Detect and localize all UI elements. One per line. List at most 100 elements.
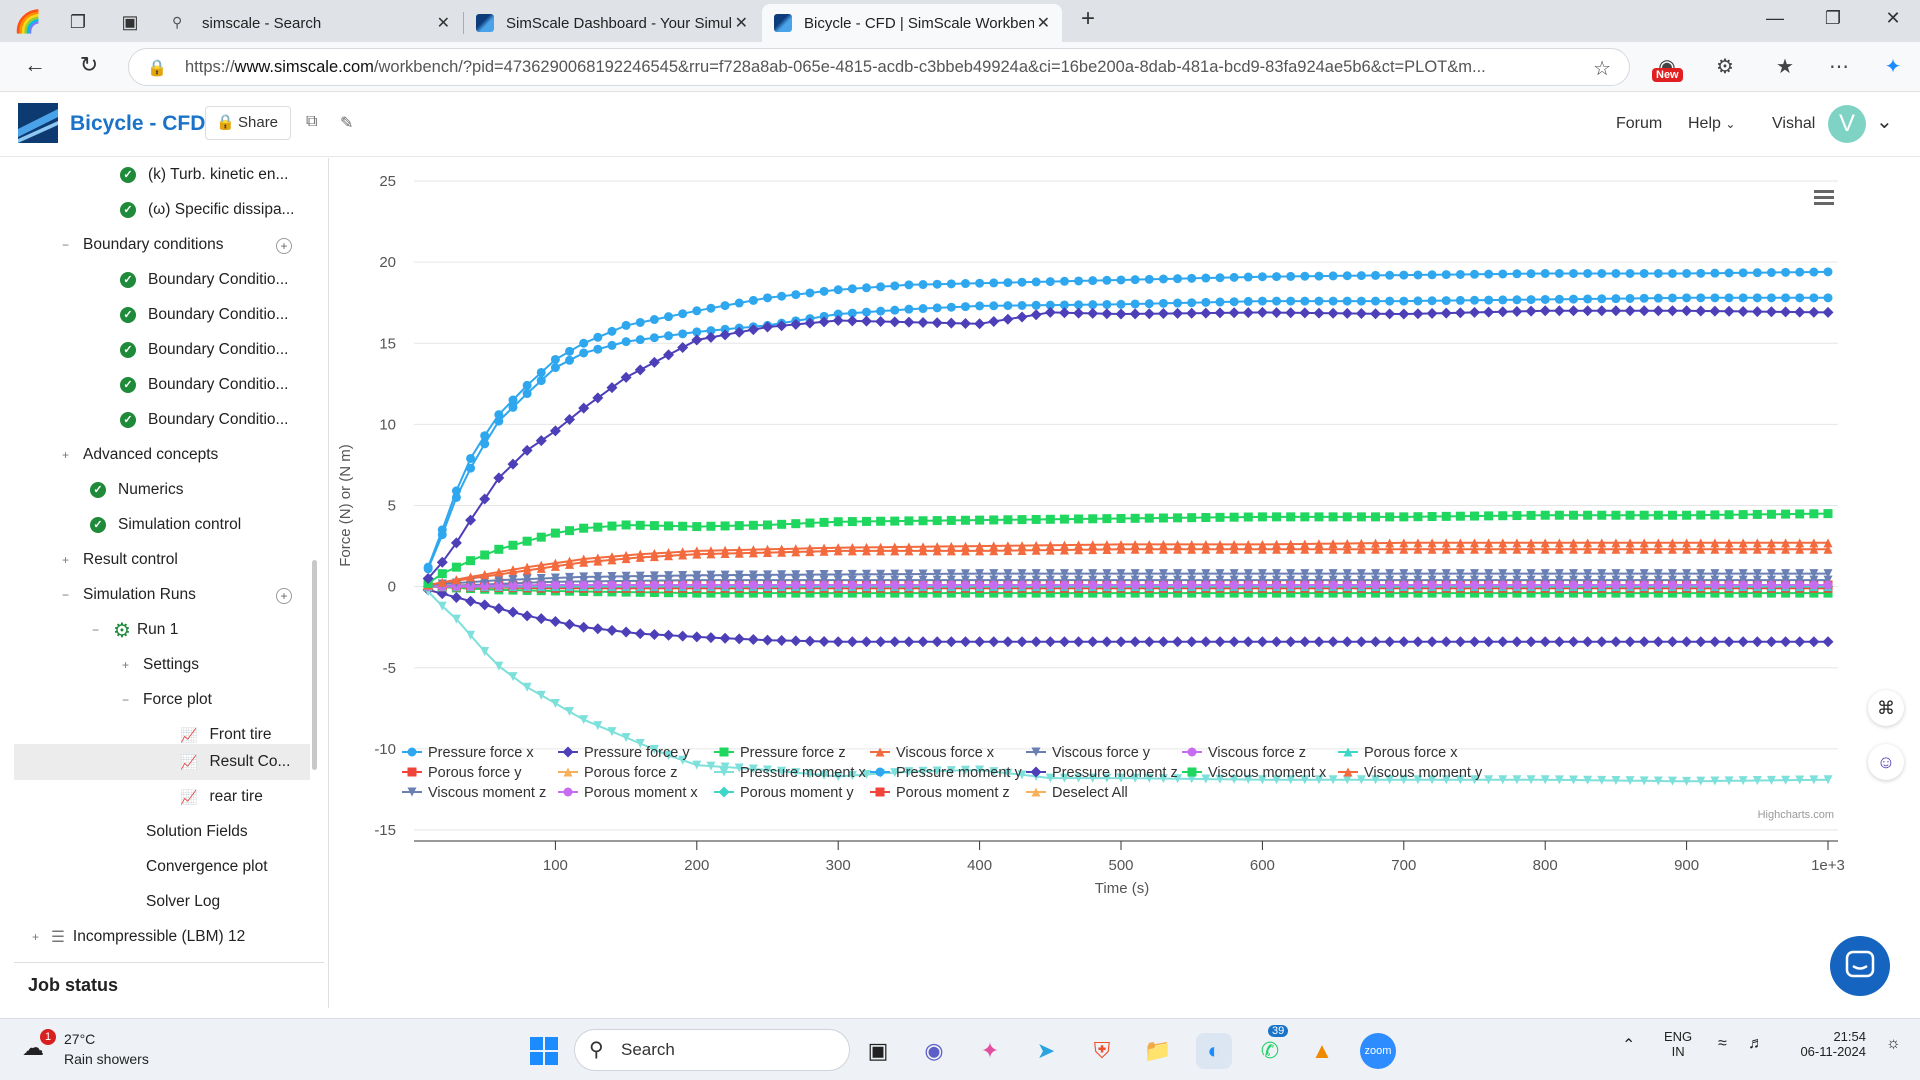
whatsapp-icon[interactable]: ✆ bbox=[1260, 1038, 1280, 1063]
simscale-logo-icon[interactable] bbox=[18, 103, 58, 143]
extensions-icon[interactable]: ⚙ bbox=[1716, 56, 1734, 78]
panel-divider[interactable] bbox=[328, 158, 329, 1008]
project-title[interactable]: Bicycle - CFD bbox=[70, 112, 206, 135]
close-icon[interactable]: ✕ bbox=[734, 15, 748, 32]
chevron-down-icon[interactable]: ⌄ bbox=[1876, 111, 1893, 133]
share-button[interactable]: 🔒 Share bbox=[205, 106, 292, 140]
tree-item-rear-tire[interactable]: 📈 rear tire bbox=[180, 782, 263, 812]
tree-item-result-control[interactable]: + Result control bbox=[62, 545, 178, 575]
expand-icon[interactable]: + bbox=[32, 930, 40, 944]
copilot-taskbar-icon[interactable]: ✦ bbox=[980, 1038, 1000, 1063]
tree-item-solution-fields[interactable]: Solution Fields bbox=[146, 817, 248, 847]
help-menu[interactable]: Help ⌄ bbox=[1688, 115, 1735, 133]
wifi-icon[interactable]: ≈ bbox=[1718, 1035, 1727, 1052]
copilot-icon[interactable]: ✦ bbox=[1884, 56, 1902, 78]
favorite-star-icon[interactable]: ☆ bbox=[1593, 58, 1611, 80]
zoom-icon[interactable]: zoom bbox=[1360, 1033, 1396, 1069]
series-line[interactable] bbox=[428, 579, 1828, 588]
close-window-icon[interactable]: ✕ bbox=[1885, 8, 1901, 28]
tree-item-boundary-condition-1[interactable]: ✓ Boundary Conditio... bbox=[120, 265, 288, 295]
tree-item-boundary-condition-4[interactable]: ✓ Boundary Conditio... bbox=[120, 370, 288, 400]
tree-item-simulation-control[interactable]: ✓ Simulation control bbox=[90, 510, 241, 540]
copy-icon[interactable]: ⧉ bbox=[306, 113, 318, 130]
add-boundary-condition-icon[interactable]: + bbox=[276, 238, 292, 254]
chat-support-button[interactable] bbox=[1830, 936, 1890, 996]
tree-item-solver-log[interactable]: Solver Log bbox=[146, 887, 220, 917]
tray-chevron-up-icon[interactable]: ⌃ bbox=[1622, 1037, 1636, 1054]
chart-menu-icon[interactable] bbox=[1814, 190, 1834, 193]
clock[interactable]: 21:54 06-11-2024 bbox=[1790, 1029, 1866, 1059]
add-simulation-run-icon[interactable]: + bbox=[276, 588, 292, 604]
edge-browser-icon[interactable]: ◐ bbox=[1196, 1033, 1232, 1069]
edit-pencil-icon[interactable]: ✎ bbox=[340, 115, 354, 132]
tab-actions-icon[interactable]: ▣ bbox=[121, 12, 139, 32]
series-line[interactable] bbox=[427, 512, 1829, 585]
tree-item-convergence-plot[interactable]: Convergence plot bbox=[146, 852, 268, 882]
expand-icon[interactable]: + bbox=[62, 448, 70, 462]
expand-icon[interactable]: + bbox=[62, 553, 70, 567]
reload-icon[interactable]: ↻ bbox=[79, 52, 99, 77]
file-explorer-icon[interactable]: 📁 bbox=[1144, 1038, 1172, 1063]
tree-item-numerics[interactable]: ✓ Numerics bbox=[90, 475, 183, 505]
tree-item-boundary-conditions[interactable]: − Boundary conditions bbox=[62, 230, 223, 260]
forum-link[interactable]: Forum bbox=[1616, 115, 1663, 132]
close-icon[interactable]: ✕ bbox=[1036, 15, 1050, 32]
maximize-icon[interactable]: ❐ bbox=[1824, 8, 1842, 28]
tree-item-force-plot[interactable]: − Force plot bbox=[122, 685, 212, 715]
tree-item-specific-dissipation[interactable]: ✓ (ω) Specific dissipa... bbox=[120, 195, 294, 225]
series-line[interactable] bbox=[428, 585, 1828, 590]
series-line[interactable] bbox=[427, 270, 1829, 568]
tree-item-advanced-concepts[interactable]: + Advanced concepts bbox=[62, 440, 218, 470]
tree-item-simulation-runs[interactable]: − Simulation Runs bbox=[62, 580, 196, 610]
series-line[interactable] bbox=[427, 541, 1828, 586]
task-view-icon[interactable]: ▣ bbox=[867, 1038, 889, 1063]
favorites-icon[interactable]: ★ bbox=[1776, 56, 1794, 78]
series-line[interactable] bbox=[428, 572, 1828, 586]
collapse-icon[interactable]: − bbox=[62, 588, 70, 602]
taskbar-search[interactable]: ⚲ Search bbox=[574, 1029, 850, 1071]
close-icon[interactable]: ✕ bbox=[436, 15, 450, 32]
minimize-icon[interactable]: — bbox=[1766, 8, 1784, 28]
teams-icon[interactable]: ◉ bbox=[924, 1038, 944, 1063]
expand-icon[interactable]: + bbox=[122, 658, 130, 672]
tree-item-incompressible-lbm[interactable]: + ☰ Incompressible (LBM) 12 bbox=[32, 922, 245, 952]
avatar[interactable]: V bbox=[1828, 105, 1866, 143]
series-line[interactable] bbox=[427, 296, 1828, 570]
series-line[interactable] bbox=[427, 309, 1829, 580]
tab-bicycle-cfd[interactable]: Bicycle - CFD | SimScale Workben ✕ bbox=[762, 4, 1062, 42]
tree-item-result-control-plot[interactable]: 📈 Result Co... bbox=[180, 747, 290, 777]
tree-item-front-tire[interactable]: 📈 Front tire bbox=[180, 720, 271, 750]
tree-item-settings[interactable]: + Settings bbox=[122, 650, 199, 680]
browser-profile-icon[interactable]: 🌈 bbox=[14, 9, 42, 34]
brave-browser-icon[interactable]: ⛨ bbox=[1093, 1038, 1111, 1063]
series-line[interactable] bbox=[427, 590, 1829, 783]
collapse-icon[interactable]: − bbox=[62, 238, 70, 252]
vlc-icon[interactable]: ▲ bbox=[1311, 1038, 1333, 1063]
apps-grid-icon[interactable]: ⌘ bbox=[1868, 690, 1904, 726]
user-name[interactable]: Vishal bbox=[1772, 115, 1816, 132]
series-line[interactable] bbox=[428, 584, 1828, 588]
series-line[interactable] bbox=[427, 588, 1828, 643]
notifications-bell-icon[interactable]: ☼ bbox=[1886, 1035, 1901, 1052]
more-options-icon[interactable]: ⋯ bbox=[1829, 56, 1849, 78]
tree-item-boundary-condition-2[interactable]: ✓ Boundary Conditio... bbox=[120, 300, 288, 330]
tab-simscale-search[interactable]: ⚲ simscale - Search ✕ bbox=[160, 4, 462, 42]
chart-menu-icon[interactable] bbox=[1814, 196, 1834, 199]
series-line[interactable] bbox=[427, 548, 1828, 586]
tree-item-run-1[interactable]: − ⚙ Run 1 bbox=[92, 615, 178, 645]
new-tab-icon[interactable]: + bbox=[1080, 5, 1095, 32]
series-line[interactable] bbox=[428, 585, 1828, 595]
language-indicator[interactable]: ENG IN bbox=[1664, 1029, 1692, 1059]
url-field[interactable]: 🔒 https://www.simscale.com/workbench/?pi… bbox=[128, 48, 1630, 86]
collapse-icon[interactable]: − bbox=[92, 623, 100, 637]
collapse-icon[interactable]: − bbox=[122, 693, 130, 707]
assistant-face-icon[interactable]: ☺ bbox=[1868, 744, 1904, 780]
tree-item-boundary-condition-3[interactable]: ✓ Boundary Conditio... bbox=[120, 335, 288, 365]
tree-item-turb-kinetic[interactable]: ✓ (k) Turb. kinetic en... bbox=[120, 160, 288, 190]
workspaces-icon[interactable]: ❐ bbox=[69, 12, 87, 32]
windows-start-icon[interactable] bbox=[526, 1033, 562, 1069]
telegram-icon[interactable]: ➤ bbox=[1036, 1038, 1056, 1063]
tab-simscale-dashboard[interactable]: SimScale Dashboard - Your Simul ✕ bbox=[464, 4, 760, 42]
sidebar-scrollbar[interactable] bbox=[312, 560, 317, 770]
chart-menu-icon[interactable] bbox=[1814, 202, 1834, 205]
